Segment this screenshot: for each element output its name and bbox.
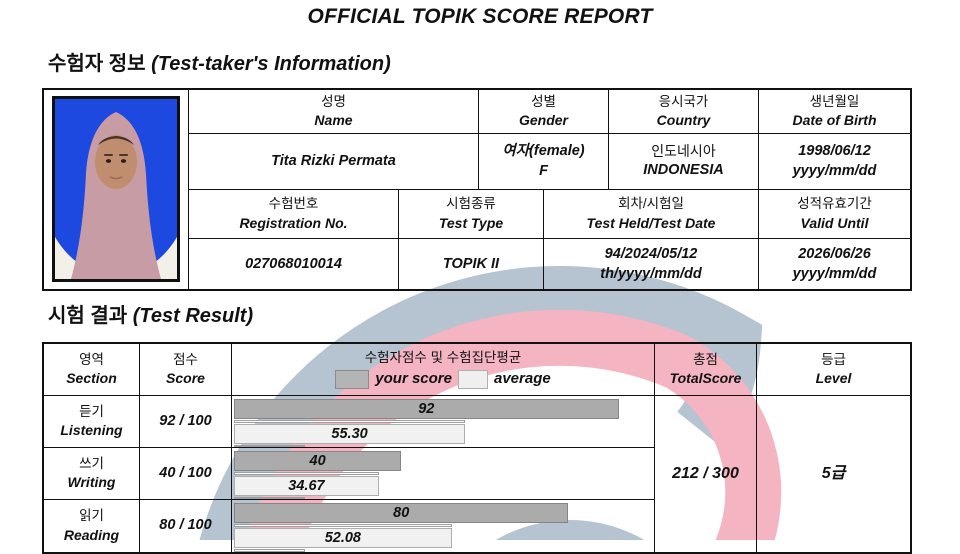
legend-average-label: average	[493, 370, 551, 388]
legend-your-score-label: your score	[375, 370, 452, 388]
section-listening: 듣기 Listening	[44, 396, 140, 448]
bar-shadow-strip	[234, 472, 379, 475]
header-score: 점수 Score	[140, 344, 232, 396]
value-test-type: TOPIK II	[398, 239, 543, 290]
chart-row-listening: 92 55.30	[232, 396, 655, 448]
bar-shadow-strip	[234, 549, 306, 552]
value-registration-no: 027068010014	[245, 255, 342, 272]
score-reading: 80 / 100	[140, 500, 232, 552]
section-reading: 읽기 Reading	[44, 500, 140, 552]
header-valid-until: 성적유효기간 Valid Until	[758, 190, 910, 239]
info-heading-english: (Test-taker's Information)	[151, 53, 391, 75]
section-writing: 쓰기 Writing	[44, 448, 140, 500]
value-test-held: 94/2024/05/12 th/yyyy/mm/dd	[543, 239, 758, 290]
average-bar: 55.30	[234, 423, 466, 444]
result-heading-korean: 시험 결과	[48, 305, 128, 327]
hair-fringe	[98, 136, 134, 145]
bar-shadow-strip	[234, 420, 466, 423]
header-registration-no: 수험번호 Registration No.	[189, 190, 398, 239]
watermark-blue-arc	[199, 266, 763, 540]
test-taker-info-table: 성명 Name 성별 Gender 응시국가 Country 생년월일 Date…	[42, 88, 912, 291]
header-total-score: 총점 TotalScore	[655, 344, 757, 396]
portrait-illustration	[55, 99, 177, 279]
chart-legend: your score average	[335, 369, 551, 390]
legend-average-swatch	[457, 370, 488, 390]
hijab	[71, 112, 161, 279]
info-table-bottom-half: 수험번호 Registration No. 시험종류 Test Type 회차/…	[189, 190, 910, 290]
value-date-of-birth: 1998/06/12 yyyy/mm/dd	[758, 134, 910, 189]
header-date-of-birth: 생년월일 Date of Birth	[758, 90, 910, 134]
result-heading-english: (Test Result)	[132, 305, 254, 327]
value-valid-until: 2026/06/26 yyyy/mm/dd	[758, 239, 910, 290]
bar-shadow-strip	[234, 444, 306, 447]
header-test-type: 시험종류 Test Type	[398, 190, 543, 239]
chart-row-reading: 80 52.08	[232, 500, 655, 552]
total-score-value: 212 / 300	[655, 396, 757, 552]
watermark-pink-arc	[244, 309, 782, 540]
mouth	[109, 176, 123, 180]
watermark-inner-circle	[495, 520, 645, 540]
header-section: 영역 Section	[44, 344, 140, 396]
info-table-top-half: 성명 Name 성별 Gender 응시국가 Country 생년월일 Date…	[189, 90, 910, 190]
value-gender: 여자(female) F	[478, 134, 608, 189]
score-writing: 40 / 100	[140, 448, 232, 500]
average-bar: 34.67	[234, 475, 379, 496]
score-listening: 92 / 100	[140, 396, 232, 448]
bar-shadow-strip	[234, 496, 306, 499]
info-section-heading: 수험자 정보 (Test-taker's Information)	[48, 47, 391, 76]
legend-your-score-swatch	[335, 370, 370, 390]
value-name: Tita Rizki Permata	[271, 152, 396, 169]
header-score-chart: 수험자점수 및 수험집단평균 your score average	[232, 344, 655, 396]
niied-logo-watermark	[199, 266, 782, 540]
header-name: 성명 Name	[189, 90, 478, 134]
header-country: 응시국가 Country	[608, 90, 758, 134]
bar-shadow-strip	[234, 524, 452, 527]
face	[95, 135, 137, 189]
your-score-bar: 92	[234, 399, 619, 419]
average-bar: 52.08	[234, 528, 452, 548]
your-score-bar: 80	[234, 503, 569, 523]
chart-row-writing: 40 34.67	[232, 448, 655, 500]
result-section-heading: 시험 결과 (Test Result)	[48, 299, 253, 328]
level-value: 5급	[821, 465, 846, 483]
header-level: 등급 Level	[757, 344, 910, 396]
header-gender: 성별 Gender	[478, 90, 608, 134]
info-heading-korean: 수험자 정보	[48, 53, 146, 75]
your-score-bar: 40	[234, 451, 402, 471]
photo-cell	[44, 90, 189, 289]
header-test-held: 회차/시험일 Test Held/Test Date	[543, 190, 758, 239]
test-taker-photo	[52, 96, 180, 282]
report-title: OFFICIAL TOPIK SCORE REPORT	[307, 5, 653, 28]
test-result-table: 영역 Section 점수 Score 수험자점수 및 수험집단평균 your …	[42, 342, 912, 554]
value-country: 인도네시아 INDONESIA	[608, 134, 758, 189]
